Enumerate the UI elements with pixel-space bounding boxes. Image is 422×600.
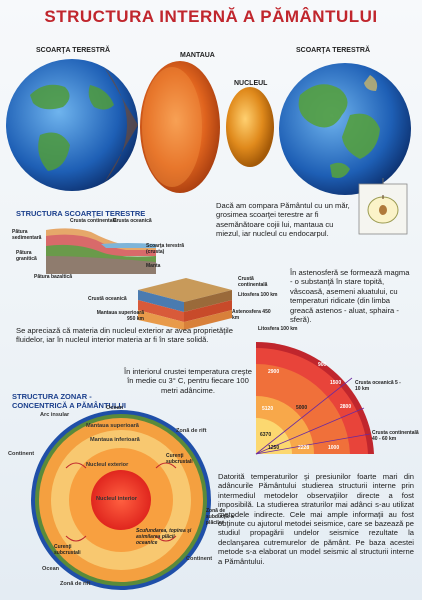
seismic-quarter-diagram <box>255 341 374 455</box>
label-seismic-continental: Crusta continentală 40 - 60 km <box>372 430 419 442</box>
crust-structure-diagram <box>46 228 156 274</box>
label-mantle-small: Manta <box>146 263 161 269</box>
label-upper-mantle-zonal: Mantaua superioară <box>86 423 139 429</box>
seismic-number: 1000 <box>328 445 340 451</box>
label-rift-zone: Zonă de rift <box>176 428 207 434</box>
label-subduction: Zonă de subducţie a plăcilor <box>206 508 234 526</box>
label-plate-melting: Scufundarea, topirea şi asimilarea plăci… <box>136 528 192 546</box>
label-granitic-layer: Pătura granitică <box>16 250 37 262</box>
seismic-number: 2900 <box>268 369 280 375</box>
label-oceanic-crust: Crusta oceanică <box>113 218 152 224</box>
page-title: STRUCTURA INTERNĂ A PĂMÂNTULUI <box>44 7 378 26</box>
core-state-text: Se apreciază că materia din nucleul exte… <box>16 326 233 345</box>
label-oceanic-crust-2: Crustă oceanică <box>88 296 127 302</box>
concentric-earth-diagram <box>31 410 211 590</box>
seismic-number: 5000 <box>296 405 308 411</box>
label-continental-crust: Crusta continentală <box>70 218 117 224</box>
label-continent-right: Continent <box>186 556 213 562</box>
label-crust-left: SCOARŢA TERESTRĂ <box>36 47 111 54</box>
label-lower-mantle: Mantaua inferioară <box>90 437 140 443</box>
seismic-number: 1500 <box>330 380 342 386</box>
label-asthenosphere: Astenosfera 450 km <box>232 309 271 321</box>
right-globe <box>279 63 411 195</box>
label-inner-core: Nucleul interior <box>96 496 138 502</box>
label-convection-bottom: Curenţi subcrustali <box>54 544 81 556</box>
label-seismic-lithosphere: Litosfera 100 km <box>258 326 298 332</box>
seismic-number: 900 <box>318 362 327 368</box>
label-rift-bottom: Zonă de rift <box>60 581 91 587</box>
label-ocean-bottom: Ocean <box>42 566 60 572</box>
seismic-number: 1250 <box>268 445 280 451</box>
seismic-number: 5120 <box>262 406 274 412</box>
label-basaltic-layer: Pătura bazaltică <box>34 274 73 280</box>
crust-section-heading: STRUCTURA SCOARŢEI TERESTRE <box>16 209 146 218</box>
temperature-text: În interiorul crustei temperatura creşte… <box>124 367 252 395</box>
label-seismic-oceanic: Crusta oceanică 5 - 10 km <box>355 380 401 392</box>
lithosphere-block-diagram <box>138 278 232 330</box>
label-core: NUCLEUL <box>234 80 268 87</box>
label-island-arc: Arc insular <box>40 412 70 418</box>
zonal-section-heading: STRUCTURA ZONAR - CONCENTRICĂ A PĂMÂNTUL… <box>12 392 127 410</box>
label-lithosphere: Litosfera 100 km <box>238 292 278 298</box>
core-disc <box>226 87 274 167</box>
mantle-disc <box>140 61 220 193</box>
seismic-number: 2800 <box>340 404 352 410</box>
seismic-method-text: Datorită temperaturilor şi presiunilor f… <box>218 472 414 566</box>
asthenosphere-text: În astenosferă se formează magma - o sub… <box>290 268 410 325</box>
label-earth-crust: Scoarţa terestră (crusta) <box>146 243 185 255</box>
label-crust-right: SCOARŢA TERESTRĂ <box>296 47 371 54</box>
seismic-number: 2228 <box>298 445 310 451</box>
label-continental-crust-2: Crustă continentală <box>238 276 268 288</box>
label-convection-top: Curenţi subcrustali <box>166 453 193 465</box>
apple-comparison-text: Dacă am compara Pământul cu un măr, gros… <box>216 201 350 239</box>
seismic-number: 6370 <box>260 432 272 438</box>
label-outer-core: Nucleul exterior <box>86 462 129 468</box>
label-continent-left: Continent <box>8 451 35 457</box>
earth-layers-illustration <box>6 59 411 195</box>
label-mantle: MANTAUA <box>180 52 215 59</box>
label-sedimentary-layer: Pătura sedimentară <box>12 229 42 241</box>
label-ocean-top: Ocean <box>106 405 124 411</box>
label-upper-mantle: Mantaua superioară 950 km <box>96 310 144 322</box>
left-globe <box>6 59 138 191</box>
apple-illustration <box>358 178 408 235</box>
